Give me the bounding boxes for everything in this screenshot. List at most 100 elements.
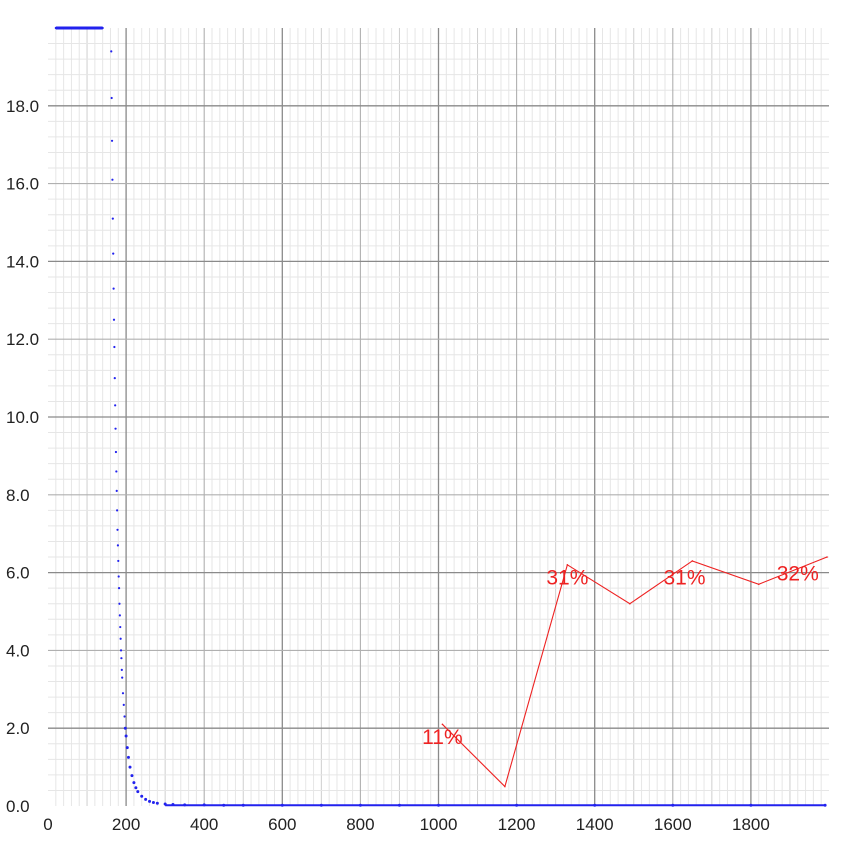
y-tick-label: 18.0: [6, 97, 39, 116]
line-point: [691, 560, 694, 562]
line-point: [826, 556, 828, 558]
annotations: 11% 31% 31% 32%: [422, 563, 819, 749]
data-point: [136, 790, 140, 794]
line-point: [441, 723, 444, 726]
data-point: [121, 692, 125, 695]
x-tick-label: 1400: [576, 815, 614, 834]
data-point: [132, 781, 136, 785]
data-point: [122, 703, 125, 706]
data-point: [749, 803, 753, 807]
line-point: [629, 602, 631, 605]
y-tick-label: 2.0: [6, 719, 30, 738]
x-tick-label: 0: [43, 815, 52, 834]
data-point: [114, 450, 118, 454]
data-point: [113, 345, 116, 349]
data-point: [85, 26, 89, 30]
data-point: [118, 602, 121, 605]
data-point: [124, 734, 128, 738]
data-point: [121, 676, 124, 679]
data-point: [119, 637, 122, 640]
data-point: [397, 803, 401, 807]
y-tick-label: 0.0: [6, 797, 30, 816]
percent-annotation: 32%: [777, 563, 819, 586]
y-tick-label: 12.0: [6, 330, 39, 349]
line-point: [757, 583, 760, 586]
data-point: [116, 509, 119, 512]
data-point: [114, 427, 117, 430]
percent-annotation: 31%: [663, 566, 705, 589]
data-point: [120, 657, 123, 660]
data-point: [115, 489, 118, 493]
x-tick-label: 800: [346, 815, 374, 834]
data-point: [110, 139, 114, 142]
line-point: [504, 785, 506, 788]
data-point: [144, 797, 148, 801]
data-point: [125, 746, 129, 750]
data-point: [171, 802, 175, 806]
data-point: [111, 217, 114, 220]
data-point: [119, 649, 123, 652]
data-point: [593, 803, 597, 807]
y-tick-label: 16.0: [6, 175, 39, 194]
data-point: [120, 668, 123, 671]
x-axis-ticks: 0 200 400 600 800 1000 1200 1400 1600 1800: [43, 815, 770, 834]
y-axis-ticks: 0.0 2.0 4.0 6.0 8.0 10.0 12.0 14.0 16.0 18.0: [6, 97, 39, 816]
data-point: [116, 528, 119, 531]
x-tick-label: 600: [268, 815, 296, 834]
data-point: [123, 715, 126, 718]
data-point: [130, 774, 134, 778]
data-point: [54, 26, 57, 30]
y-tick-label: 6.0: [6, 564, 30, 583]
data-point: [128, 765, 132, 769]
data-point: [151, 800, 155, 804]
data-point: [110, 96, 113, 100]
data-point: [222, 803, 226, 807]
y-tick-label: 4.0: [6, 641, 30, 660]
data-point: [671, 803, 675, 807]
percent-annotation: 11%: [422, 726, 462, 749]
data-point: [112, 287, 115, 290]
major-grid: [48, 28, 829, 806]
data-point: [117, 587, 121, 590]
data-point: [117, 559, 120, 563]
x-tick-label: 1600: [654, 815, 692, 834]
x-tick-label: 1200: [498, 815, 536, 834]
data-point: [202, 803, 206, 807]
data-point: [163, 802, 167, 806]
data-point: [140, 794, 144, 798]
series-layer: [54, 26, 828, 807]
data-point: [101, 26, 104, 30]
y-tick-label: 8.0: [6, 486, 30, 505]
data-point: [123, 726, 127, 730]
data-point: [280, 803, 284, 807]
x-tick-label: 200: [112, 815, 140, 834]
x-tick-label: 1000: [420, 815, 458, 834]
data-point: [515, 803, 519, 807]
percent-annotation: 31%: [546, 566, 588, 589]
data-point: [118, 614, 121, 617]
data-point: [116, 544, 119, 547]
data-point: [241, 803, 245, 807]
data-point: [823, 803, 827, 807]
y-tick-label: 10.0: [6, 408, 39, 427]
data-point: [319, 803, 323, 807]
data-point: [114, 404, 117, 407]
data-point: [113, 377, 116, 380]
x-tick-label: 1800: [732, 815, 770, 834]
data-point: [117, 575, 120, 578]
data-point: [112, 318, 116, 321]
data-point: [112, 252, 115, 255]
data-point: [111, 178, 114, 181]
series-line: [442, 556, 828, 788]
data-point: [134, 786, 138, 790]
data-point: [110, 50, 113, 53]
data-point: [70, 26, 73, 30]
data-point: [155, 801, 159, 805]
data-point: [126, 755, 130, 759]
data-point: [119, 625, 122, 629]
data-point: [437, 803, 440, 807]
x-tick-label: 400: [190, 815, 218, 834]
data-point: [358, 803, 362, 807]
data-point: [183, 803, 187, 807]
